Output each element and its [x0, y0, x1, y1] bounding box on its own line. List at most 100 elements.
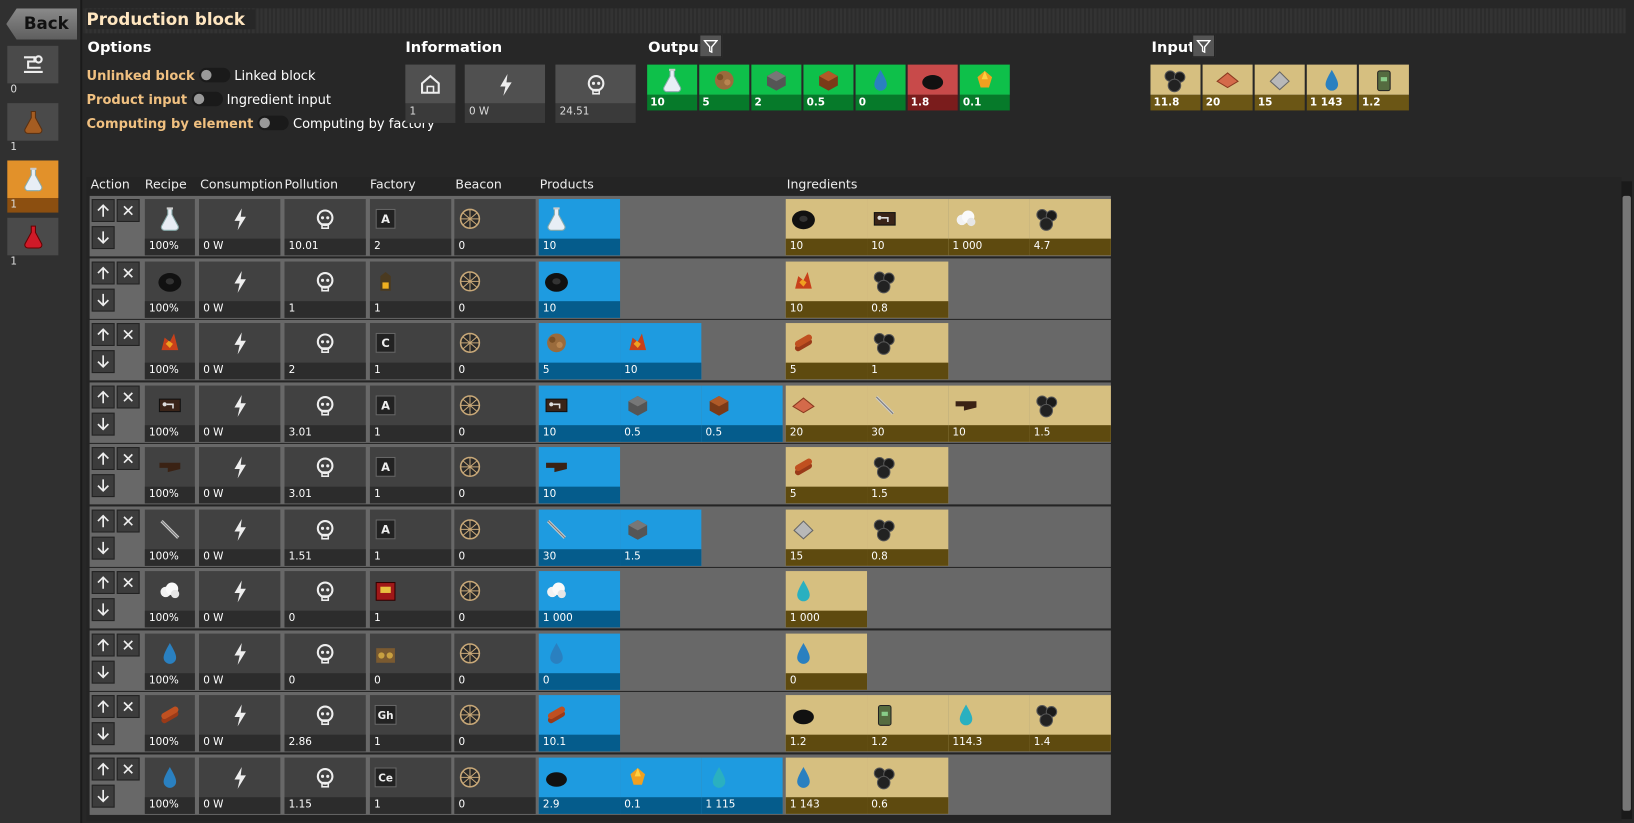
beacon-cell[interactable]: 0 — [454, 571, 536, 628]
product-cell[interactable]: 30 — [538, 509, 621, 566]
recipe-cell[interactable]: 100% — [144, 261, 195, 318]
recipe-cell[interactable]: 100% — [144, 509, 195, 566]
recipe-cell[interactable]: 100% — [144, 571, 195, 628]
beacon-cell[interactable]: 0 — [454, 757, 536, 814]
move-down-button[interactable] — [91, 536, 115, 560]
recipe-cell[interactable]: 100% — [144, 695, 195, 752]
ingredient-cell[interactable]: 0.8 — [867, 261, 949, 318]
output-item[interactable]: 0 — [855, 64, 906, 111]
move-up-button[interactable] — [91, 509, 115, 532]
output-item[interactable]: 1.8 — [907, 64, 958, 111]
ingredient-cell[interactable]: 10 — [948, 385, 1030, 442]
move-down-button[interactable] — [91, 288, 115, 312]
sidebar-item-3[interactable]: 1 — [7, 217, 59, 270]
delete-button[interactable] — [116, 385, 140, 408]
back-button[interactable]: Back — [6, 8, 78, 40]
ingredient-cell[interactable]: 10 — [867, 199, 949, 256]
title-bar[interactable] — [83, 8, 1626, 34]
beacon-cell[interactable]: 0 — [454, 199, 536, 256]
ingredient-cell[interactable]: 1.5 — [867, 447, 949, 504]
move-down-button[interactable] — [91, 474, 115, 498]
product-cell[interactable]: 0.5 — [620, 385, 702, 442]
ingredient-cell[interactable]: 1 000 — [948, 199, 1030, 256]
ingredient-cell[interactable]: 15 — [785, 509, 868, 566]
product-cell[interactable]: 1 115 — [701, 757, 783, 814]
delete-button[interactable] — [116, 571, 140, 594]
ingredient-cell[interactable]: 5 — [785, 447, 868, 504]
product-cell[interactable]: 10 — [538, 199, 621, 256]
table-scrollbar[interactable] — [1621, 181, 1632, 820]
input-item[interactable]: 20 — [1202, 64, 1253, 111]
move-down-button[interactable] — [91, 350, 115, 374]
delete-button[interactable] — [116, 757, 140, 781]
recipe-cell[interactable]: 100% — [144, 633, 195, 690]
column-header-beacon[interactable]: Beacon — [455, 177, 502, 192]
option-toggle[interactable] — [191, 91, 223, 107]
product-cell[interactable]: 0.1 — [620, 757, 702, 814]
beacon-cell[interactable]: 0 — [454, 447, 536, 504]
product-cell[interactable]: 10.1 — [538, 695, 621, 752]
beacon-cell[interactable]: 0 — [454, 633, 536, 690]
delete-button[interactable] — [116, 447, 140, 470]
factory-cell[interactable]: Ce 1 — [369, 757, 452, 814]
ingredient-cell[interactable]: 1 000 — [785, 571, 868, 628]
move-up-button[interactable] — [91, 695, 115, 719]
product-cell[interactable]: 0.5 — [701, 385, 783, 442]
move-down-button[interactable] — [91, 412, 115, 436]
product-cell[interactable]: 5 — [538, 323, 621, 380]
ingredient-cell[interactable]: 0.8 — [867, 509, 949, 566]
column-header-factory[interactable]: Factory — [369, 177, 416, 192]
ingredient-cell[interactable]: 30 — [867, 385, 949, 442]
output-filter-button[interactable] — [699, 34, 723, 58]
move-down-button[interactable] — [91, 660, 115, 684]
move-down-button[interactable] — [91, 226, 115, 250]
beacon-cell[interactable]: 0 — [454, 509, 536, 566]
input-item[interactable]: 11.8 — [1150, 64, 1201, 111]
sidebar-item-2[interactable]: 1 — [7, 160, 59, 213]
recipe-cell[interactable]: 100% — [144, 757, 195, 814]
beacon-cell[interactable]: 0 — [454, 323, 536, 380]
move-down-button[interactable] — [91, 598, 115, 622]
ingredient-cell[interactable]: 1.5 — [1029, 385, 1111, 442]
ingredient-cell[interactable]: 1 — [867, 323, 949, 380]
input-item[interactable]: 15 — [1254, 64, 1305, 111]
move-up-button[interactable] — [91, 633, 115, 657]
option-toggle[interactable] — [198, 67, 231, 83]
sidebar-item-0[interactable]: 0 — [7, 45, 59, 98]
output-item[interactable]: 0.1 — [959, 64, 1010, 111]
column-header-consumption[interactable]: Consumption — [200, 177, 283, 192]
ingredient-cell[interactable]: 1.2 — [867, 695, 949, 752]
product-cell[interactable]: 10 — [538, 385, 621, 442]
recipe-cell[interactable]: 100% — [144, 447, 195, 504]
column-header-recipe[interactable]: Recipe — [144, 177, 187, 192]
product-cell[interactable]: 10 — [538, 261, 621, 318]
ingredient-cell[interactable]: 5 — [785, 323, 868, 380]
delete-button[interactable] — [116, 509, 140, 532]
product-cell[interactable]: 10 — [538, 447, 621, 504]
delete-button[interactable] — [116, 199, 140, 222]
delete-button[interactable] — [116, 261, 140, 284]
output-item[interactable]: 2 — [751, 64, 802, 111]
output-item[interactable]: 0.5 — [803, 64, 854, 111]
move-up-button[interactable] — [91, 199, 115, 222]
product-cell[interactable]: 10 — [620, 323, 702, 380]
ingredient-cell[interactable]: 1.4 — [1029, 695, 1111, 752]
ingredient-cell[interactable]: 114.3 — [948, 695, 1030, 752]
delete-button[interactable] — [116, 323, 140, 346]
move-up-button[interactable] — [91, 323, 115, 346]
ingredient-cell[interactable]: 10 — [785, 199, 868, 256]
input-item[interactable]: 1 143 — [1306, 64, 1357, 111]
move-up-button[interactable] — [91, 757, 115, 781]
move-up-button[interactable] — [91, 385, 115, 408]
delete-button[interactable] — [116, 695, 140, 719]
ingredient-cell[interactable]: 1 143 — [785, 757, 868, 814]
factory-cell[interactable]: 1 — [369, 261, 452, 318]
product-cell[interactable]: 0 — [538, 633, 621, 690]
scrollbar-thumb[interactable] — [1622, 195, 1631, 811]
factory-cell[interactable]: 1 — [369, 571, 452, 628]
delete-button[interactable] — [116, 633, 140, 657]
